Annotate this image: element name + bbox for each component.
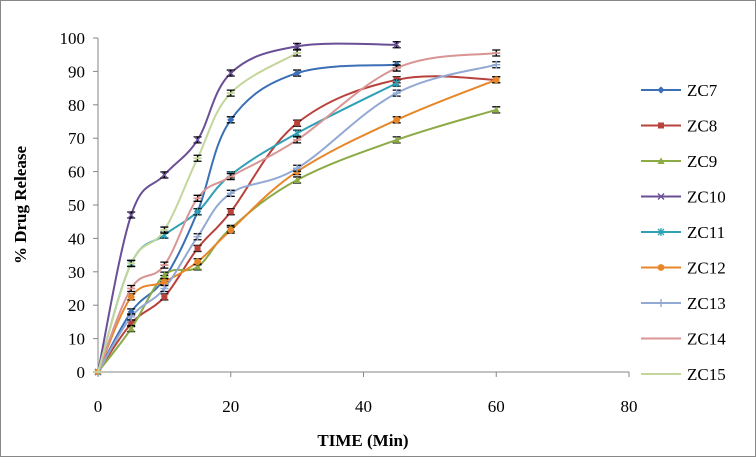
x-tick-label: 80	[621, 397, 638, 416]
data-point	[160, 284, 169, 293]
series-line	[97, 52, 497, 373]
legend-label: ZC14	[687, 330, 726, 349]
data-point	[294, 120, 301, 127]
data-point	[194, 136, 202, 144]
data-point	[227, 226, 235, 234]
legend-label: ZC10	[687, 188, 726, 207]
data-point	[393, 136, 401, 143]
series-zc8	[95, 75, 501, 375]
data-point	[127, 293, 135, 301]
y-tick-label: 100	[60, 29, 86, 48]
legend-label: ZC7	[687, 81, 718, 100]
legend-marker	[657, 157, 665, 164]
data-point	[194, 258, 201, 266]
x-tick-label: 60	[488, 397, 505, 416]
legend-label: ZC13	[687, 294, 726, 313]
legend-label: ZC8	[687, 117, 717, 136]
legend-item-zc11: ZC11	[641, 223, 725, 242]
series-line	[97, 82, 398, 373]
data-point	[293, 129, 301, 138]
data-point	[393, 116, 401, 124]
series-zc13	[94, 60, 501, 376]
y-tick-label: 90	[68, 62, 85, 81]
y-tick-label: 10	[68, 330, 85, 349]
legend-marker	[658, 122, 664, 129]
data-point	[127, 211, 135, 219]
data-point	[393, 79, 401, 88]
legend-label: ZC12	[687, 259, 726, 278]
data-point	[160, 278, 168, 286]
legend-marker	[657, 86, 665, 94]
x-tick-label: 20	[222, 397, 239, 416]
series-line	[97, 63, 497, 373]
legend-item-zc8: ZC8	[641, 117, 717, 136]
x-tick-label: 40	[355, 397, 372, 416]
series-line	[97, 63, 397, 373]
data-point	[194, 245, 201, 252]
data-point	[227, 208, 234, 215]
legend-item-zc14: ZC14	[641, 330, 726, 349]
ticks: 0 20 40 60 80 0 10 20 30 40 50 60 70 80 90 100	[60, 29, 638, 416]
series-zc15	[94, 49, 302, 373]
x-axis-title: TIME (Min)	[317, 431, 408, 450]
series-layer	[94, 41, 501, 376]
data-point	[194, 207, 202, 216]
data-point	[492, 60, 501, 69]
legend-item-zc12: ZC12	[641, 259, 726, 278]
legend-item-zc10: ZC10	[641, 188, 726, 207]
y-tick-label: 40	[68, 229, 85, 248]
series-zc12	[94, 76, 501, 376]
data-point	[160, 271, 168, 279]
y-tick-label: 60	[68, 163, 85, 182]
data-point	[293, 176, 301, 183]
y-tick-label: 80	[68, 96, 85, 115]
data-point	[227, 116, 235, 124]
series-line	[97, 108, 497, 373]
data-point	[161, 293, 168, 300]
data-point	[160, 171, 168, 179]
legend-marker	[657, 299, 665, 307]
legend-label: ZC11	[687, 223, 725, 242]
data-point	[128, 320, 135, 327]
y-tick-label: 50	[68, 196, 85, 215]
legend-label: ZC15	[687, 365, 726, 384]
legend-item-zc7: ZC7	[641, 81, 718, 100]
data-point	[392, 89, 401, 98]
y-tick-label: 20	[68, 296, 85, 315]
legend-marker	[657, 264, 665, 271]
legend-item-zc9: ZC9	[641, 152, 717, 171]
series-zc7	[94, 61, 401, 376]
y-tick-label: 30	[68, 263, 85, 282]
data-point	[193, 232, 202, 241]
data-point	[227, 69, 235, 77]
data-point	[492, 76, 500, 84]
x-tick-label: 0	[94, 397, 103, 416]
series-zc10	[94, 41, 401, 376]
data-point	[293, 42, 301, 50]
legend-item-zc13: ZC13	[641, 294, 726, 313]
y-axis-title: % Drug Release	[11, 146, 30, 264]
data-point	[127, 312, 136, 321]
legend-item-zc15: ZC15	[641, 365, 726, 384]
legend-marker	[657, 193, 665, 200]
legend-marker	[657, 228, 665, 236]
data-point	[393, 41, 401, 49]
data-point	[226, 189, 235, 198]
legend: ZC7 ZC8 ZC9 ZC10 ZC11 ZC12 ZC13 ZC14 ZC15	[641, 81, 726, 384]
data-point	[293, 164, 302, 173]
legend-label: ZC9	[687, 152, 717, 171]
data-point	[127, 324, 135, 332]
series-zc14	[94, 49, 501, 373]
y-tick-label: 70	[68, 129, 85, 148]
y-tick-label: 0	[77, 363, 86, 382]
data-point	[193, 263, 202, 270]
data-point	[293, 69, 301, 77]
data-point	[492, 106, 500, 113]
